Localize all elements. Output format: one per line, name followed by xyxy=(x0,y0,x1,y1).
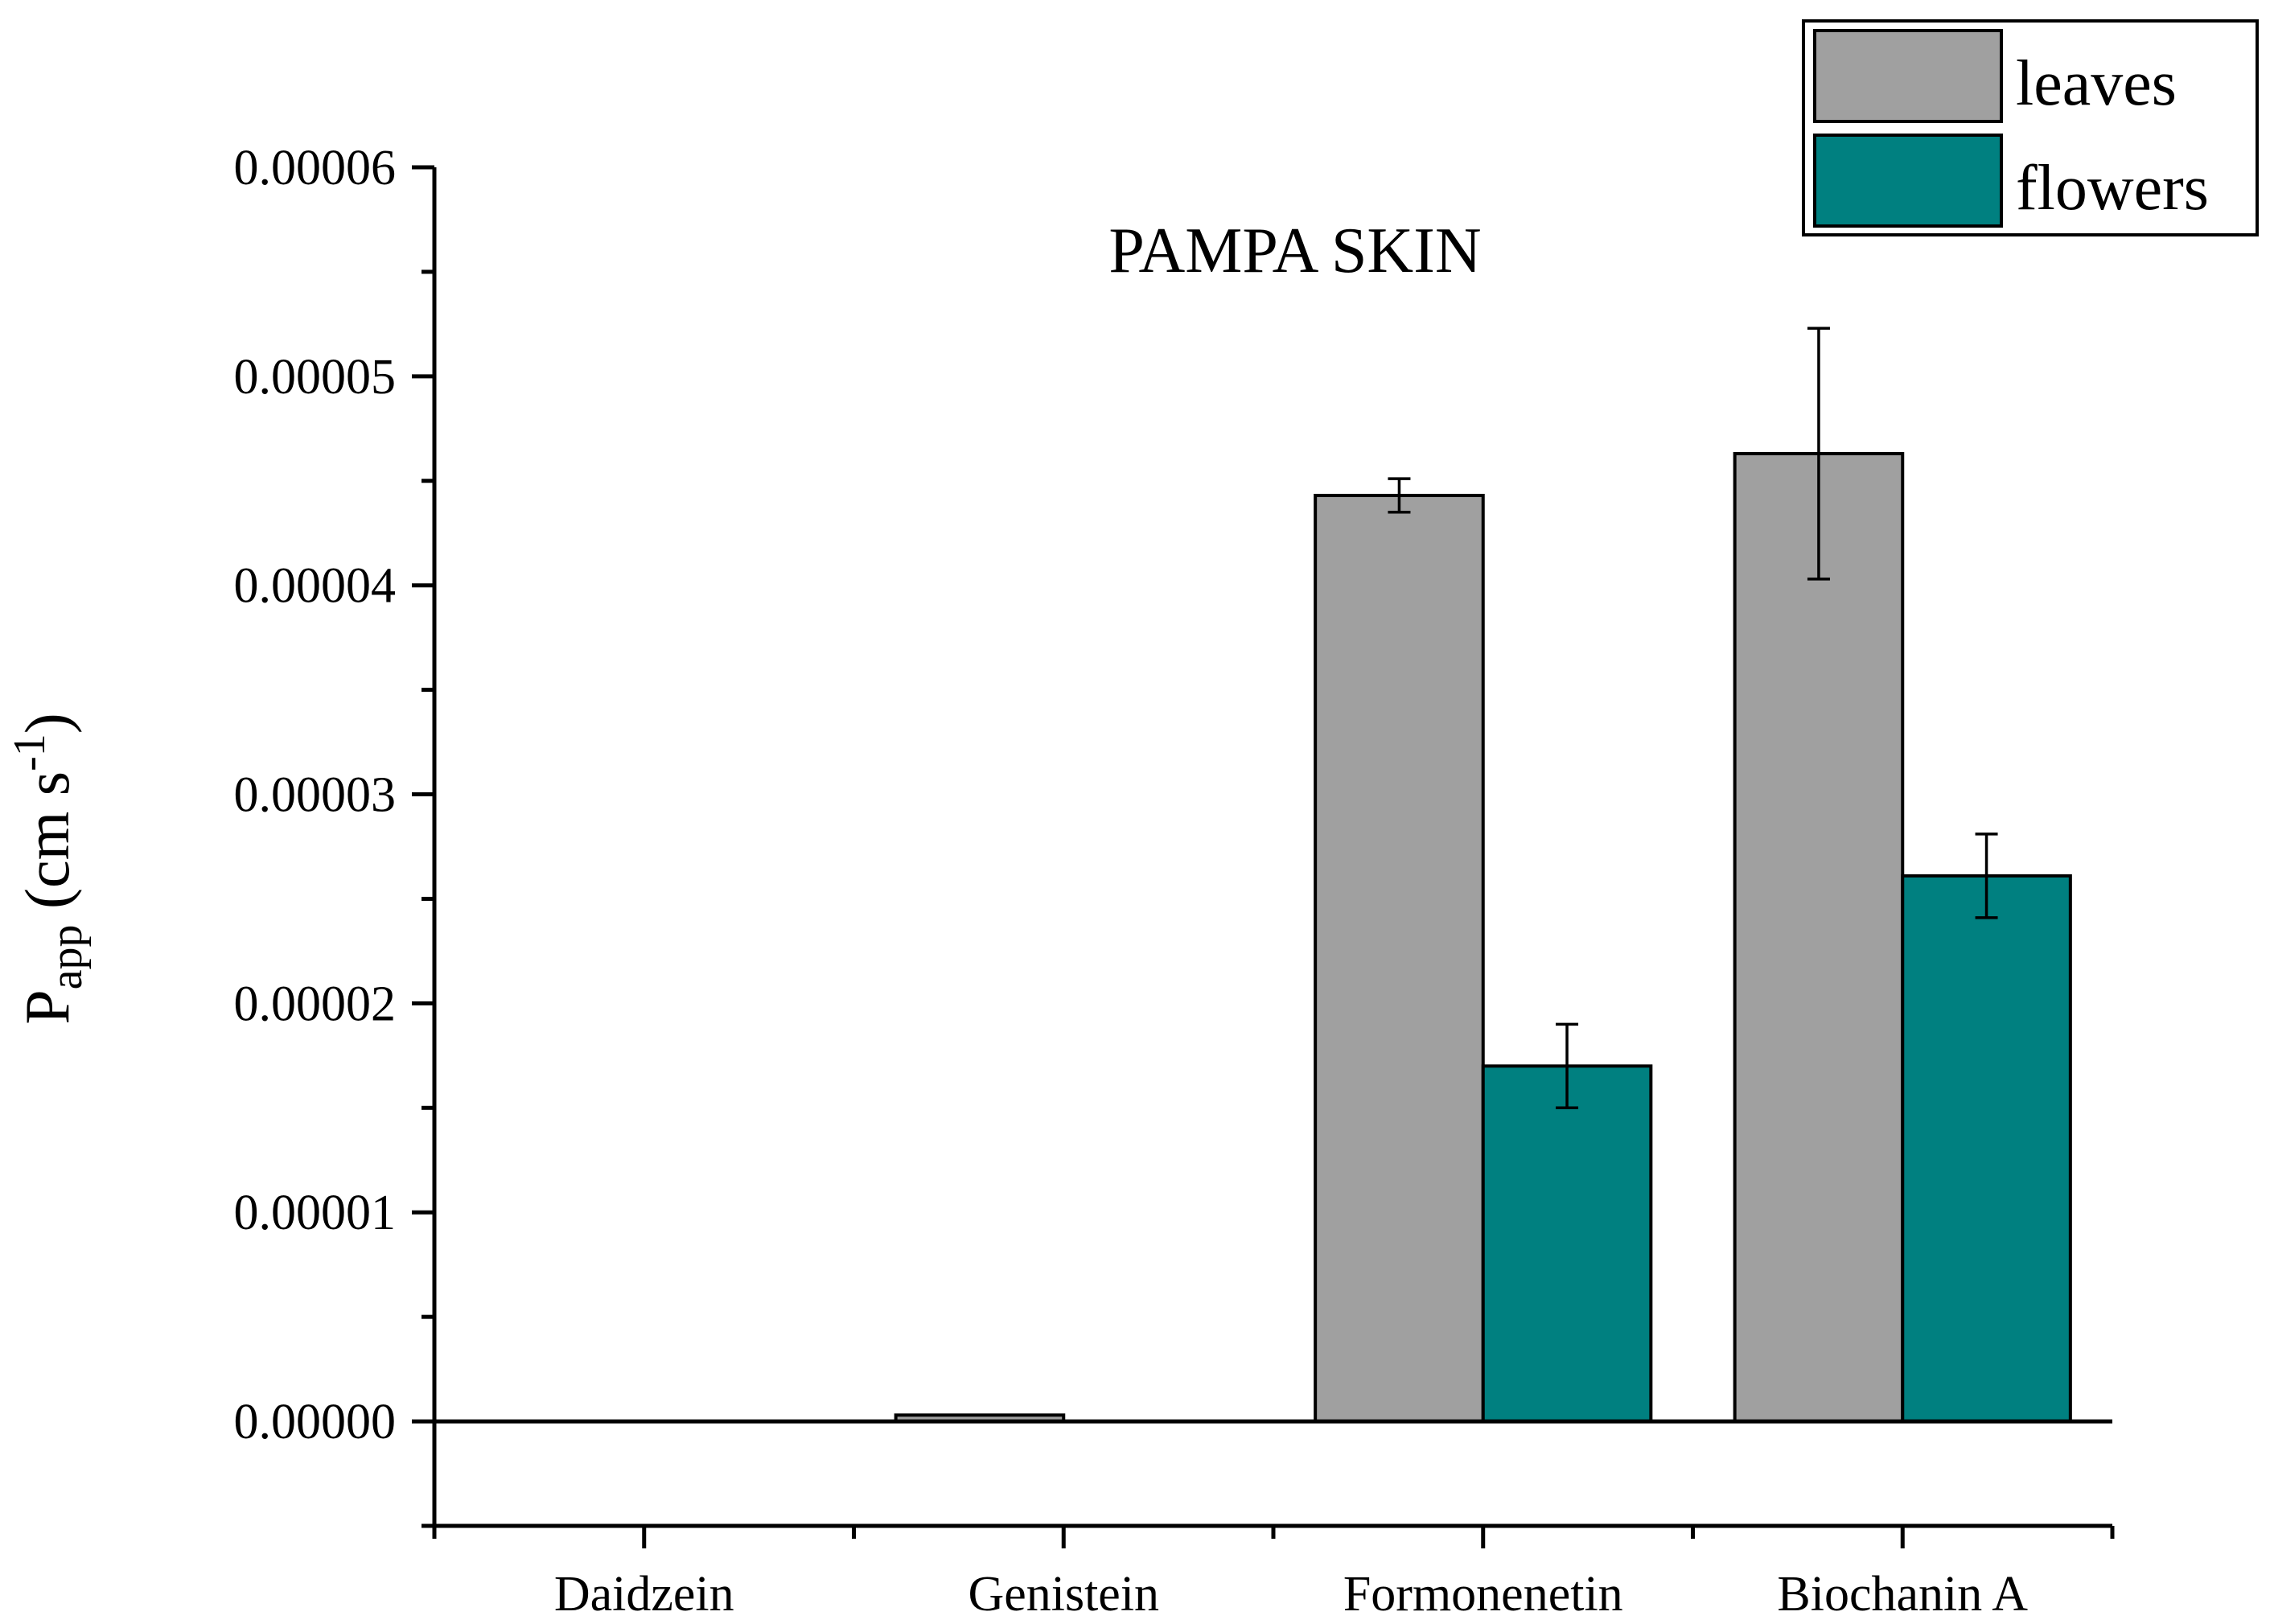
x-tick-label: Genistein xyxy=(968,1567,1159,1622)
y-tick-label: 0.00002 xyxy=(234,976,397,1031)
legend-label-flowers: flowers xyxy=(2016,153,2209,224)
y-axis-label: Papp (cm s-1) xyxy=(5,713,92,1025)
y-tick-label: 0.00003 xyxy=(234,768,397,823)
y-label-units-open: (cm s xyxy=(12,771,82,925)
x-axis-ticks: Daidzein Genistein Formonenetin Biochanin A xyxy=(432,1526,2115,1622)
y-tick-label: 0.00005 xyxy=(234,350,397,405)
bar-flowers-3 xyxy=(1901,874,2072,1424)
y-label-units-close: ) xyxy=(12,713,82,734)
y-label-subscript: app xyxy=(42,925,92,990)
bar-leaves-2 xyxy=(1314,493,1485,1424)
x-tick-label: Formonenetin xyxy=(1343,1567,1623,1622)
error-bar-flowers-3 xyxy=(1975,833,1998,919)
error-bar-leaves-2 xyxy=(1388,477,1411,514)
y-tick-label: 0.00004 xyxy=(234,559,397,614)
chart-title: PAMPA SKIN xyxy=(1108,216,1481,286)
legend: leaves flowers xyxy=(1802,19,2259,236)
bar-leaves-3 xyxy=(1733,451,1905,1424)
y-label-main: P xyxy=(12,989,82,1024)
bars xyxy=(894,451,2072,1424)
legend-swatch-flowers xyxy=(1813,134,2003,228)
x-tick-label: Daidzein xyxy=(554,1567,734,1622)
y-tick-label: 0.00001 xyxy=(234,1186,397,1240)
y-label-superscript: -1 xyxy=(5,734,55,771)
y-tick-label: 0.00000 xyxy=(234,1395,397,1449)
error-bar-leaves-3 xyxy=(1807,327,1830,581)
bar-flowers-2 xyxy=(1481,1064,1653,1424)
error-bar-flowers-2 xyxy=(1556,1022,1579,1110)
error-bars xyxy=(1388,327,1998,1110)
legend-label-leaves: leaves xyxy=(2016,48,2177,119)
legend-swatch-leaves xyxy=(1813,29,2003,123)
x-tick-label: Biochanin A xyxy=(1777,1567,2028,1622)
svg-text:Papp (cm s-1): Papp (cm s-1) xyxy=(5,713,92,1025)
y-tick-label: 0.00006 xyxy=(234,141,397,195)
y-axis-ticks: 0.00000 0.00001 0.00002 0.00003 0.00004 0.000… xyxy=(234,141,434,1528)
